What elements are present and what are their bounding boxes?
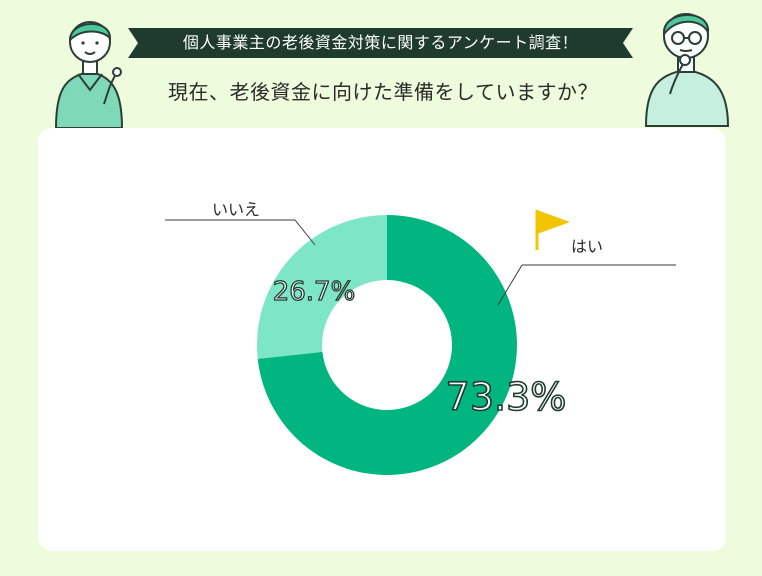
survey-question: 現在、老後資金に向けた準備をしていますか？ <box>168 80 598 104</box>
donut-slice-no <box>257 215 387 359</box>
banner-ribbon-shape <box>128 28 633 58</box>
chart-card <box>38 128 726 551</box>
callout-line-yes <box>497 264 523 306</box>
donut-slice-yes <box>257 215 517 475</box>
category-label-no: いいえ <box>212 200 260 219</box>
banner-title: 個人事業主の老後資金対策に関するアンケート調査！ <box>182 33 579 52</box>
callout-line-no <box>294 219 316 246</box>
person-left-illustration <box>54 21 124 129</box>
person-right-illustration <box>644 13 730 127</box>
flag-icon <box>535 210 570 250</box>
category-label-yes: はい <box>571 237 603 256</box>
value-label-yes: 73.3% <box>446 375 567 419</box>
donut-slices <box>257 215 517 475</box>
title-banner: 個人事業主の老後資金対策に関するアンケート調査！ <box>128 28 633 58</box>
value-label-no: 26.7% <box>273 277 356 307</box>
